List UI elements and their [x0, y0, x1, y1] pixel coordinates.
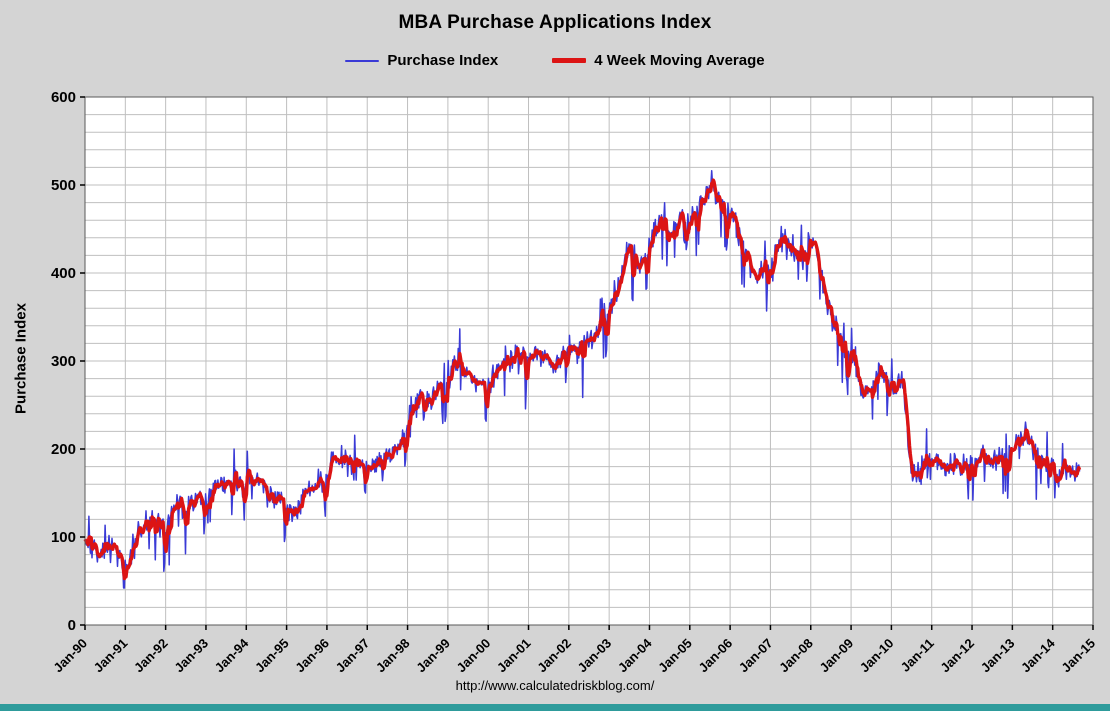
svg-text:Jan-01: Jan-01 — [494, 636, 534, 676]
svg-text:Jan-06: Jan-06 — [695, 636, 735, 676]
svg-text:Jan-12: Jan-12 — [937, 636, 977, 676]
purchase-index-line-icon — [345, 59, 380, 62]
svg-text:Jan-93: Jan-93 — [171, 636, 211, 676]
svg-text:Jan-90: Jan-90 — [50, 636, 90, 676]
svg-text:Jan-14: Jan-14 — [1018, 635, 1058, 675]
svg-text:Jan-95: Jan-95 — [252, 636, 292, 676]
svg-text:Jan-98: Jan-98 — [373, 636, 413, 676]
legend-label-purchase-index: Purchase Index — [387, 52, 499, 69]
svg-text:Jan-07: Jan-07 — [736, 636, 776, 676]
svg-text:Jan-09: Jan-09 — [816, 636, 856, 676]
source-url: http://www.calculatedriskblog.com/ — [455, 678, 655, 693]
svg-text:Jan-11: Jan-11 — [898, 636, 937, 675]
svg-text:Jan-02: Jan-02 — [534, 636, 574, 676]
svg-text:Jan-15: Jan-15 — [1058, 636, 1098, 676]
chart-title: MBA Purchase Applications Index — [398, 12, 712, 33]
legend-label-moving-average: 4 Week Moving Average — [594, 52, 765, 69]
svg-text:Jan-97: Jan-97 — [333, 636, 373, 676]
svg-text:Jan-96: Jan-96 — [292, 636, 332, 676]
svg-text:Jan-00: Jan-00 — [454, 636, 494, 676]
svg-text:Jan-03: Jan-03 — [575, 636, 615, 676]
svg-text:Jan-04: Jan-04 — [615, 635, 655, 675]
svg-text:500: 500 — [51, 177, 76, 194]
legend: Purchase Index 4 Week Moving Average — [0, 52, 1110, 69]
svg-text:Jan-10: Jan-10 — [857, 636, 897, 676]
svg-text:Jan-91: Jan-91 — [91, 636, 131, 676]
svg-text:Jan-05: Jan-05 — [655, 636, 695, 676]
svg-text:Jan-99: Jan-99 — [413, 636, 453, 676]
moving-average-line — [83, 178, 1082, 581]
moving-average-line-icon — [552, 58, 587, 63]
svg-text:200: 200 — [51, 441, 76, 458]
svg-text:400: 400 — [51, 265, 76, 282]
svg-text:600: 600 — [51, 89, 76, 106]
svg-text:Jan-13: Jan-13 — [978, 636, 1018, 676]
legend-item-purchase-index: Purchase Index — [345, 52, 498, 69]
svg-text:Jan-94: Jan-94 — [212, 635, 252, 675]
svg-text:Jan-92: Jan-92 — [131, 636, 171, 676]
legend-item-moving-average: 4 Week Moving Average — [552, 52, 765, 69]
svg-text:Jan-08: Jan-08 — [776, 636, 816, 676]
svg-text:300: 300 — [51, 353, 76, 370]
bottom-teal-strip — [0, 704, 1110, 711]
svg-text:0: 0 — [68, 617, 76, 634]
svg-text:100: 100 — [51, 529, 76, 546]
